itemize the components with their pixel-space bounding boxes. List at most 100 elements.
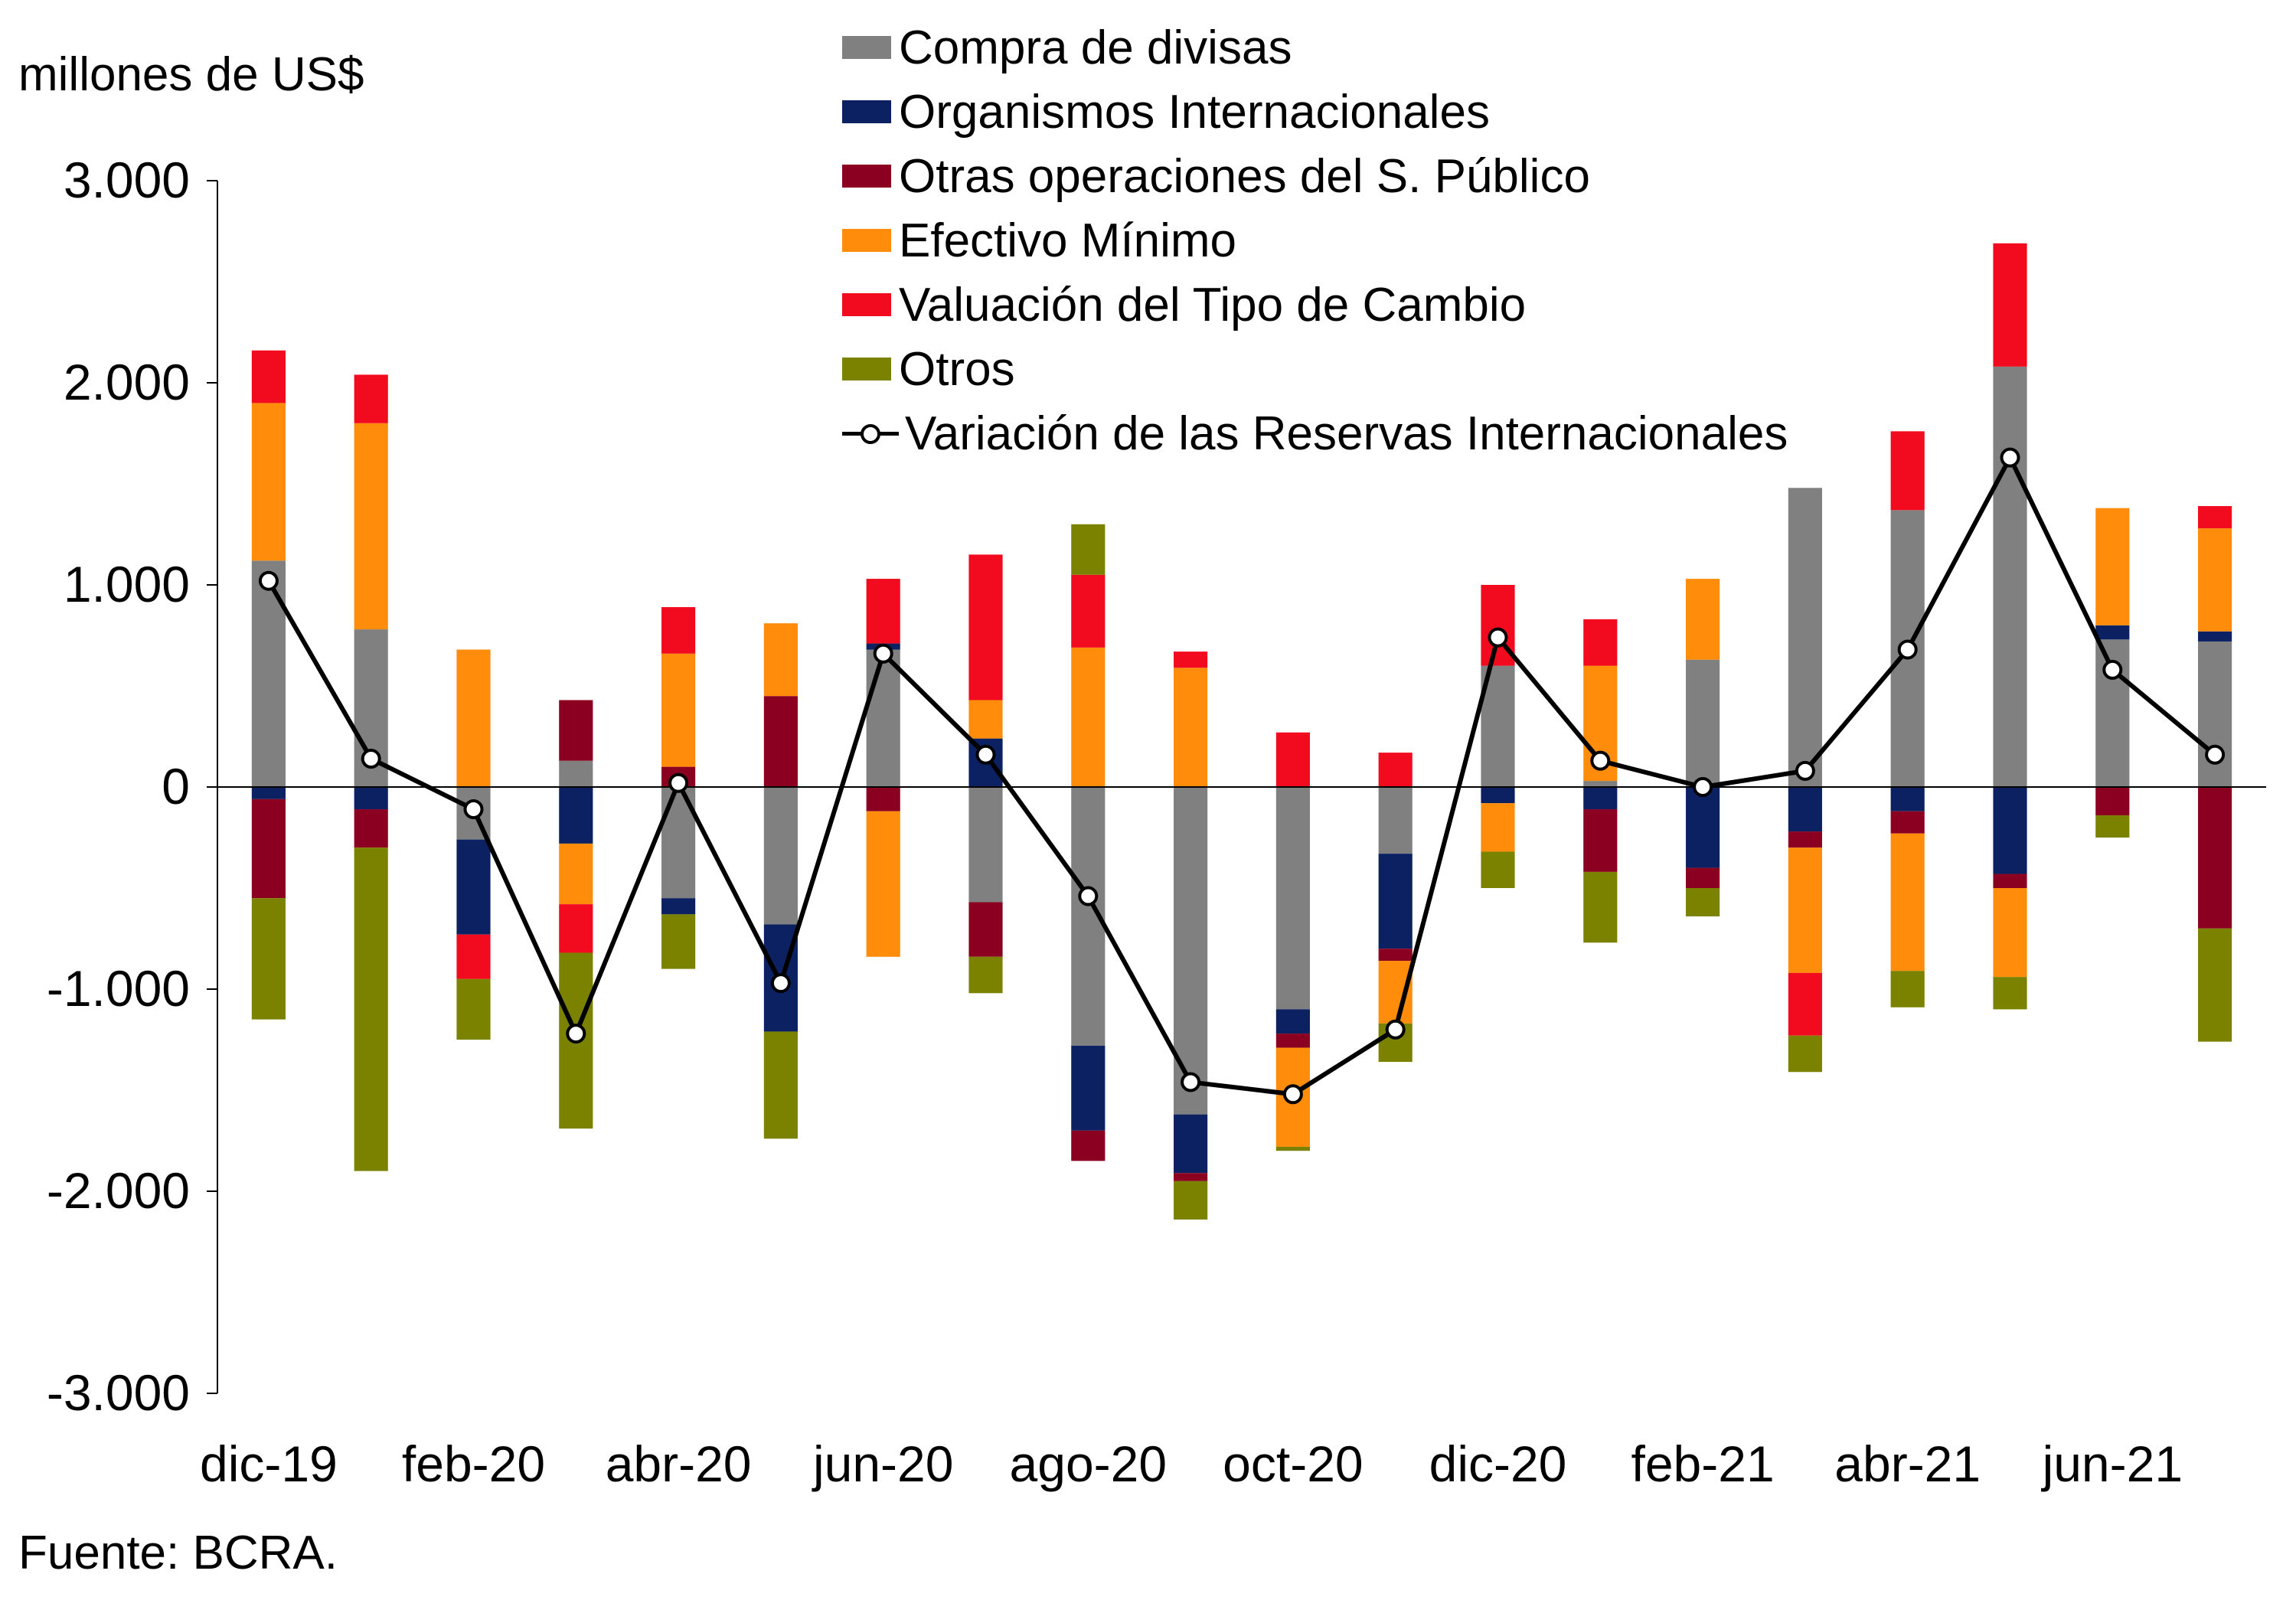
- x-tick-label: feb-20: [402, 1435, 545, 1492]
- bar-segment-s4-sep-20: [1174, 652, 1208, 668]
- bar-segment-s3-dic-20: [1481, 803, 1515, 852]
- bar-segment-s0-ene-21: [1583, 781, 1618, 787]
- legend-swatch: [842, 165, 891, 188]
- reserves-variation-point-ene-20: [361, 749, 381, 769]
- reserves-variation-point-dic-19: [258, 570, 279, 591]
- bar-segment-s2-dic-19: [251, 798, 286, 899]
- bar-segment-s5-abr-20: [661, 914, 696, 969]
- bar-segment-s1-nov-20: [1378, 854, 1413, 949]
- bar-segment-s4-nov-20: [1378, 753, 1413, 787]
- bar-segment-s2-ene-20: [354, 809, 388, 848]
- y-tick-label: 0: [162, 758, 190, 815]
- reserves-variation-point-ago-20: [1078, 886, 1099, 906]
- bar-segment-s5-ene-20: [354, 847, 388, 1171]
- bar-segment-s4-jul-21: [2198, 506, 2232, 529]
- bar-segment-s0-may-21: [1993, 366, 2027, 787]
- bar-segment-s0-may-20: [763, 787, 798, 925]
- bar-segment-s0-dic-19: [251, 560, 286, 787]
- legend-swatch: [842, 229, 891, 252]
- bar-segment-s5-sep-20: [1174, 1181, 1208, 1220]
- bar-segment-s4-mar-20: [559, 904, 593, 953]
- bar-segment-s5-feb-21: [1686, 888, 1720, 916]
- bar-segment-s2-nov-20: [1378, 949, 1413, 962]
- bar-segment-s3-ene-20: [354, 423, 388, 630]
- bar-segment-s2-ene-21: [1583, 809, 1618, 872]
- bar-segment-s2-may-20: [763, 696, 798, 787]
- bar-segment-s4-jul-20: [968, 554, 1003, 700]
- bar-segment-s2-jul-20: [968, 902, 1003, 957]
- legend-item-valuacion: Valuación del Tipo de Cambio: [842, 273, 1526, 337]
- bar-segment-s1-dic-20: [1481, 787, 1515, 804]
- bar-segment-s5-oct-20: [1275, 1146, 1310, 1151]
- bar-segment-s1-abr-20: [661, 898, 696, 915]
- bar-segment-s4-ago-20: [1071, 574, 1106, 648]
- legend-item-efectivo-minimo: Efectivo Mínimo: [842, 208, 1236, 273]
- bar-segment-s1-oct-20: [1275, 1009, 1310, 1034]
- bar-segment-s4-mar-21: [1788, 972, 1822, 1036]
- y-tick-label: -1.000: [47, 960, 190, 1017]
- bar-segment-s3-jul-21: [2198, 528, 2232, 632]
- y-tick-label: -3.000: [47, 1364, 190, 1421]
- y-tick-label: 3.000: [64, 152, 190, 208]
- bar-segment-s1-jun-21: [2095, 625, 2130, 640]
- reserves-variation-point-abr-21: [1897, 639, 1918, 660]
- bar-segment-s5-jul-20: [968, 956, 1003, 994]
- legend-item-otros: Otros: [842, 337, 1015, 401]
- x-tick-label: jun-20: [812, 1435, 953, 1492]
- bar-segment-s0-nov-20: [1378, 787, 1413, 854]
- legend-label: Otros: [899, 342, 1015, 396]
- bar-segment-s1-mar-20: [559, 787, 593, 844]
- bar-segment-s3-abr-21: [1890, 833, 1925, 972]
- bar-segment-s0-mar-21: [1788, 488, 1822, 787]
- y-axis-unit-label: millones de US$: [18, 48, 364, 101]
- reserves-variation-point-ene-21: [1590, 750, 1611, 771]
- legend-swatch: [842, 100, 891, 123]
- bar-segment-s2-oct-20: [1275, 1034, 1310, 1048]
- bar-segment-s3-jun-21: [2095, 508, 2130, 625]
- bar-segment-s5-jun-21: [2095, 815, 2130, 838]
- bar-segment-s3-abr-20: [661, 653, 696, 767]
- legend-item-otras-operaciones: Otras operaciones del S. Público: [842, 144, 1590, 208]
- x-tick-label: dic-19: [200, 1435, 338, 1492]
- bar-segment-s1-feb-21: [1686, 787, 1720, 868]
- bar-segment-s4-oct-20: [1275, 732, 1310, 787]
- source-note: Fuente: BCRA.: [18, 1527, 338, 1579]
- bar-segment-s3-may-21: [1993, 888, 2027, 978]
- bar-segment-s2-mar-21: [1788, 831, 1822, 848]
- bar-segment-s2-sep-20: [1174, 1173, 1208, 1181]
- bar-segment-s3-feb-20: [456, 649, 491, 787]
- reserves-variation-point-abr-20: [668, 772, 689, 793]
- bar-segment-s0-mar-20: [559, 760, 593, 787]
- reserves-variation-point-feb-21: [1693, 777, 1713, 797]
- bar-segment-s2-abr-21: [1890, 811, 1925, 834]
- reserves-variation-point-may-21: [2000, 447, 2020, 468]
- reserves-variation-point-jun-20: [873, 643, 893, 664]
- bar-segment-s2-jul-21: [2198, 787, 2232, 929]
- legend-swatch: [842, 36, 891, 59]
- legend-label: Valuación del Tipo de Cambio: [899, 278, 1527, 331]
- legend-label: Variación de las Reservas Internacionale…: [905, 407, 1788, 460]
- y-tick-label: 1.000: [64, 556, 190, 612]
- bar-segment-s5-ene-21: [1583, 871, 1618, 943]
- legend-label: Organismos Internacionales: [899, 85, 1490, 139]
- bar-segment-s5-ago-20: [1071, 524, 1106, 575]
- bar-segment-s2-feb-21: [1686, 867, 1720, 888]
- bar-segment-s3-feb-21: [1686, 579, 1720, 660]
- bar-segment-s1-sep-20: [1174, 1114, 1208, 1174]
- y-tick-label: -2.000: [47, 1162, 190, 1219]
- bar-segment-s0-jul-20: [968, 787, 1003, 903]
- bar-segment-s1-ene-20: [354, 787, 388, 810]
- bar-segment-s3-sep-20: [1174, 668, 1208, 787]
- bar-segment-s1-feb-20: [456, 839, 491, 935]
- legend-line-marker-icon: [842, 418, 899, 449]
- x-tick-label: abr-21: [1834, 1435, 1981, 1492]
- bar-segment-s4-may-21: [1993, 243, 2027, 367]
- bar-segment-s4-jun-20: [866, 579, 900, 644]
- bar-segment-s0-feb-21: [1686, 659, 1720, 787]
- bar-segment-s0-jul-21: [2198, 641, 2232, 787]
- bar-segment-s2-may-21: [1993, 874, 2027, 888]
- x-tick-label: abr-20: [606, 1435, 752, 1492]
- x-tick-label: dic-20: [1429, 1435, 1567, 1492]
- reserves-variation-point-mar-21: [1795, 760, 1815, 781]
